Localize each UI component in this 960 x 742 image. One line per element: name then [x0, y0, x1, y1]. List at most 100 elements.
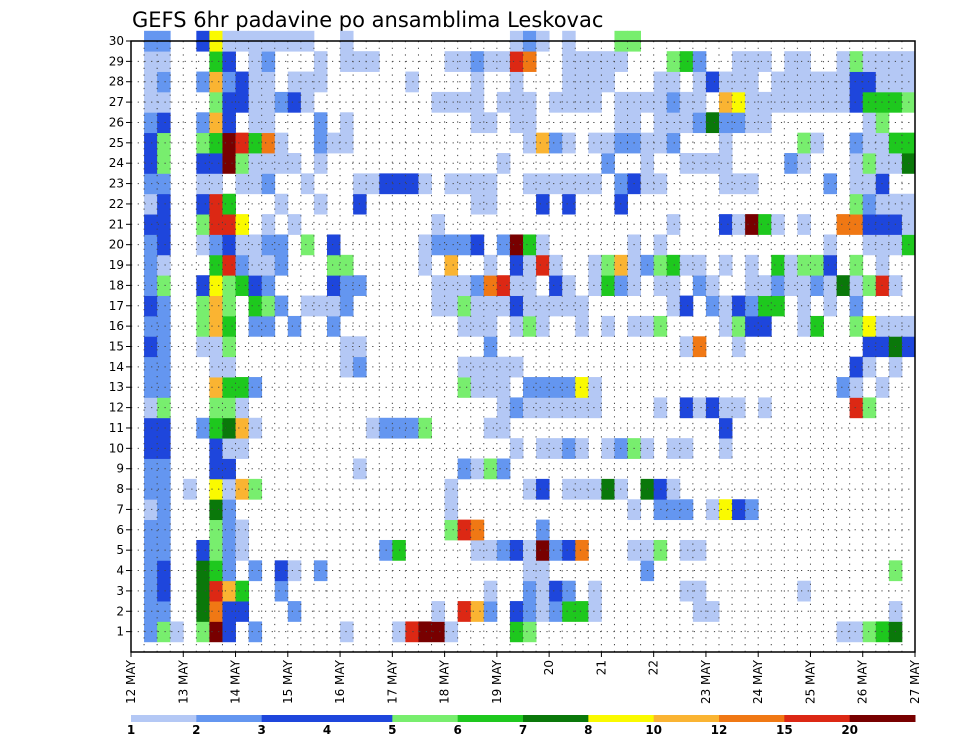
heatmap-cell	[196, 275, 210, 296]
heatmap-cell	[758, 315, 772, 337]
heatmap-cell	[470, 51, 485, 72]
heatmap-cell	[157, 91, 171, 113]
heatmap-cell	[431, 275, 445, 296]
heatmap-cell	[692, 112, 707, 134]
heatmap-cell	[849, 214, 864, 235]
colorbar-swatch	[719, 715, 785, 722]
heatmap-cell	[810, 275, 824, 296]
heatmap-cell	[222, 295, 236, 317]
heatmap-cell	[483, 275, 498, 296]
heatmap-cell	[823, 254, 837, 276]
colorbar-swatch	[196, 715, 263, 722]
heatmap-cell	[536, 397, 550, 419]
heatmap-cell	[483, 336, 498, 358]
heatmap-cell	[313, 560, 328, 582]
heatmap-cell	[235, 377, 249, 398]
heatmap-cell	[692, 336, 707, 358]
heatmap-cell	[300, 173, 315, 195]
heatmap-cell	[523, 397, 537, 419]
heatmap-cell	[849, 377, 864, 398]
heatmap-cell	[235, 417, 249, 439]
heatmap-cell	[705, 153, 720, 174]
heatmap-cell	[601, 254, 615, 276]
colorbar-label: 1	[127, 723, 135, 737]
heatmap-cell	[523, 91, 537, 113]
heatmap-cell	[784, 254, 798, 276]
heatmap-cell	[601, 132, 615, 154]
heatmap-cell	[300, 234, 315, 256]
colorbar-label: 3	[257, 723, 265, 737]
heatmap-cell	[549, 132, 563, 154]
colorbar-swatch	[261, 715, 328, 722]
heatmap-cell	[483, 356, 498, 378]
heatmap-cell	[732, 295, 746, 317]
heatmap-cell	[849, 356, 864, 378]
heatmap-cell	[562, 173, 576, 195]
heatmap-cell	[157, 193, 171, 215]
heatmap-cell	[588, 601, 602, 622]
heatmap-cell	[144, 417, 158, 439]
heatmap-cell	[588, 377, 602, 398]
heatmap-cell	[157, 397, 171, 419]
heatmap-cell	[144, 478, 158, 500]
heatmap-cell	[457, 601, 472, 622]
heatmap-cell	[261, 71, 276, 93]
heatmap-cell	[444, 91, 459, 113]
heatmap-cell	[862, 234, 877, 256]
y-tick-label: 22	[109, 197, 124, 211]
heatmap-cell	[679, 336, 694, 358]
heatmap-cell	[209, 173, 223, 195]
heatmap-cell	[261, 254, 276, 276]
heatmap-cell	[679, 438, 694, 459]
heatmap-cell	[732, 397, 746, 419]
heatmap-cell	[575, 51, 589, 72]
heatmap-cell	[732, 214, 746, 235]
heatmap-cell	[235, 275, 249, 296]
heatmap-cell	[562, 601, 576, 622]
heatmap-cell	[157, 315, 171, 337]
heatmap-cell	[745, 214, 759, 235]
heatmap-cell	[248, 275, 263, 296]
chart-title: GEFS 6hr padavine po ansamblima Leskovac	[132, 8, 603, 32]
heatmap-cell	[313, 153, 328, 174]
heatmap-cell	[287, 91, 302, 113]
heatmap-cell	[732, 91, 746, 113]
heatmap-cell	[849, 275, 864, 296]
heatmap-cell	[745, 51, 759, 72]
heatmap-cell	[523, 254, 537, 276]
heatmap-cell	[666, 91, 681, 113]
heatmap-cell	[209, 539, 223, 561]
heatmap-cell	[209, 214, 223, 235]
heatmap-cell	[849, 397, 864, 419]
heatmap-cell	[771, 275, 785, 296]
heatmap-cell	[470, 601, 485, 622]
heatmap-cell	[431, 214, 445, 235]
heatmap-cell	[771, 91, 785, 113]
heatmap-cell	[144, 601, 158, 622]
heatmap-cell	[745, 91, 759, 113]
heatmap-cell	[575, 315, 589, 337]
heatmap-cell	[745, 173, 759, 195]
heatmap-cell	[144, 295, 158, 317]
heatmap-cell	[483, 193, 498, 215]
heatmap-cell	[797, 132, 811, 154]
colorbar-label: 20	[841, 723, 858, 737]
x-tick-label: 12 MAY	[124, 659, 138, 704]
heatmap-cell	[523, 580, 537, 602]
heatmap-cell	[692, 91, 707, 113]
x-tick-label: 14 MAY	[229, 659, 243, 704]
heatmap-cell	[483, 51, 498, 72]
heatmap-cell	[862, 336, 877, 358]
heatmap-cell	[496, 51, 511, 72]
heatmap-cell	[209, 397, 223, 419]
heatmap-cell	[575, 377, 589, 398]
heatmap-cell	[196, 580, 210, 602]
heatmap-cell	[601, 275, 615, 296]
heatmap-cell	[144, 499, 158, 521]
heatmap-cell	[719, 153, 733, 174]
heatmap-cell	[719, 214, 733, 235]
heatmap-cell	[509, 601, 524, 622]
heatmap-cell	[144, 438, 158, 459]
heatmap-cell	[222, 356, 236, 378]
heatmap-cell	[562, 193, 576, 215]
